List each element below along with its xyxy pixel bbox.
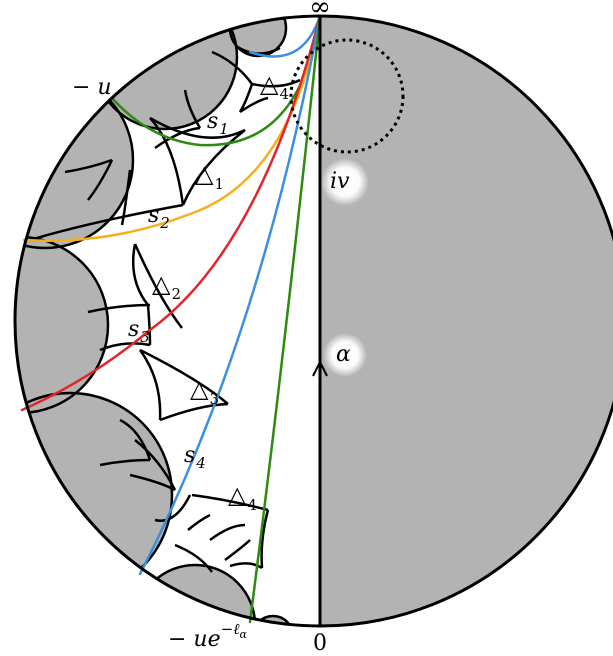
edge-s4-cluster-b [99, 458, 151, 467]
edge-tri3-right [139, 348, 229, 405]
iv-halo [321, 158, 369, 206]
edge-s2-cluster-c [120, 169, 132, 226]
label-tri4-bottom: △4 [228, 481, 257, 514]
edge-top-d [239, 96, 269, 114]
edge-tri2-right [133, 243, 183, 329]
label-s1: s1 [207, 109, 229, 138]
gray-region-top-small [230, 16, 286, 56]
edge-tri1-right [181, 129, 246, 206]
label-iv: iv [330, 169, 350, 194]
edge-s4-cluster-a [119, 418, 152, 461]
edge-tri3-left [138, 349, 162, 421]
edge-tri4-inner-c [229, 562, 263, 570]
edge-tri2-left [131, 243, 149, 306]
edge-tri3-bottom [159, 402, 229, 422]
label-alpha: α [336, 342, 351, 367]
label-minus-u: − u [72, 75, 112, 100]
edge-top-c [251, 78, 301, 88]
edge-bottom-c [154, 494, 192, 522]
label-s3: s3 [128, 317, 150, 346]
edge-s3-cluster-b [146, 304, 152, 346]
label-tri4-top: △4 [260, 70, 289, 103]
gray-region-mid-left [15, 237, 108, 413]
edge-s2-cluster-a [64, 158, 113, 174]
right-half-region [320, 16, 613, 626]
green-geodesic-bottom [248, 14, 322, 624]
label-zero: 0 [313, 631, 327, 656]
red-geodesic [20, 14, 322, 412]
edge-s4-cluster-d [129, 473, 176, 492]
orange-geodesic [22, 14, 322, 242]
edge-tri4-inner-a [224, 539, 251, 561]
edge-tri4-left [209, 523, 246, 542]
dashed-circle [289, 38, 405, 154]
blue-geodesic-top [248, 14, 322, 58]
edge-s3-cluster-c [99, 342, 151, 352]
gray-region-bottom-small-outline [251, 614, 295, 626]
edge-s1-cluster-b [183, 89, 202, 129]
alpha-halo [323, 333, 367, 377]
edge-s4-cluster-c [134, 439, 177, 491]
edge-tri1-top [149, 116, 246, 139]
label-s2: s2 [148, 203, 170, 232]
edge-bottom-a [174, 543, 214, 573]
boundary-circle [13, 14, 613, 628]
label-tri2: △2 [152, 270, 181, 303]
edge-tri1-left [149, 117, 185, 206]
edge-tri4-top [191, 493, 269, 512]
label-tri1: △1 [195, 160, 224, 193]
label-infinity: ∞ [309, 0, 331, 22]
label-s4: s4 [184, 443, 206, 472]
edge-tri4-inner-b [260, 509, 270, 569]
edge-s2-cluster-b [87, 159, 114, 201]
edge-s3-cluster-a [87, 303, 151, 314]
edge-s2-bottom [29, 203, 184, 242]
edge-s1-cluster-a [154, 126, 201, 150]
alpha-arrow [312, 359, 328, 377]
blue-geodesic-bottom [138, 14, 322, 576]
edge-bottom-b [187, 513, 211, 531]
label-tri3: △3 [190, 375, 219, 408]
label-bottom-left: − ue−ℓα [168, 620, 247, 652]
